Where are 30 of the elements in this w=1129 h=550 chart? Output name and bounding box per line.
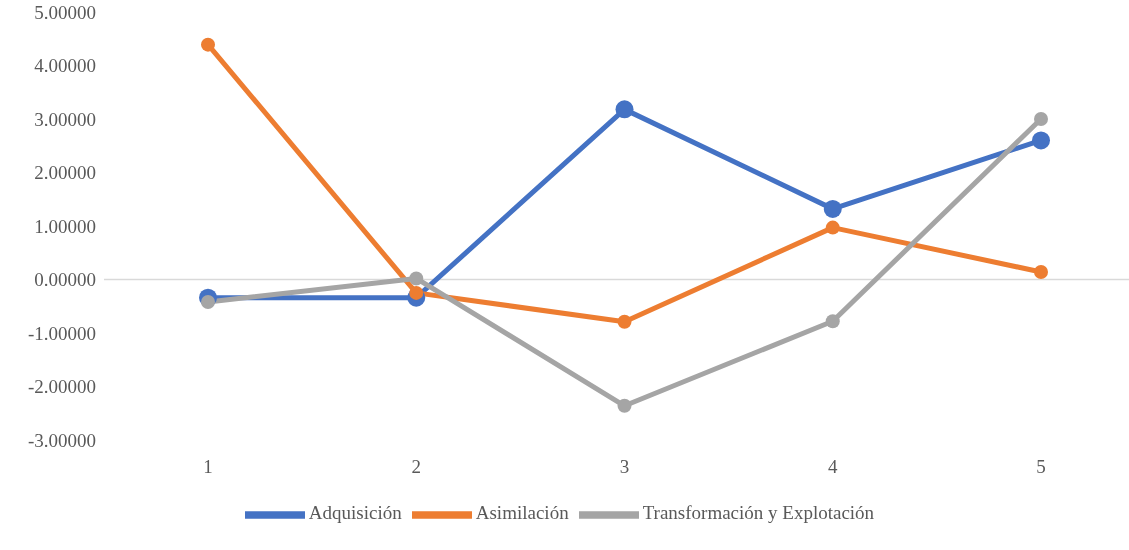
y-tick-label: 4.00000 <box>34 55 96 77</box>
point <box>615 100 634 119</box>
point <box>409 271 424 286</box>
point <box>825 314 840 329</box>
y-tick-label: -2.00000 <box>27 376 96 398</box>
y-tick-label: 2.00000 <box>34 162 96 184</box>
y-tick-label: 3.00000 <box>34 108 96 130</box>
y-tick-label: 1.00000 <box>34 215 96 237</box>
y-tick-label: -1.00000 <box>27 322 96 344</box>
legend-label: Transformación y Explotación <box>642 502 875 524</box>
x-tick-label: 1 <box>203 456 213 478</box>
point <box>825 220 840 235</box>
point <box>823 199 842 218</box>
point <box>1034 112 1048 126</box>
legend-label: Adquisición <box>308 502 402 524</box>
x-tick-label: 5 <box>1036 456 1046 478</box>
y-tick-label: 5.00000 <box>34 1 96 23</box>
point <box>201 37 215 52</box>
y-tick-label: -3.00000 <box>27 429 96 451</box>
x-tick-label: 2 <box>411 456 421 478</box>
x-tick-label: 3 <box>619 456 630 478</box>
point <box>1032 131 1050 150</box>
point <box>201 294 215 309</box>
legend-label: Asimilación <box>475 502 569 524</box>
point <box>617 314 632 329</box>
point <box>617 398 632 413</box>
y-tick-label: 0.00000 <box>34 269 96 291</box>
point <box>409 285 424 300</box>
x-tick-label: 4 <box>828 456 838 478</box>
point <box>1034 265 1048 280</box>
